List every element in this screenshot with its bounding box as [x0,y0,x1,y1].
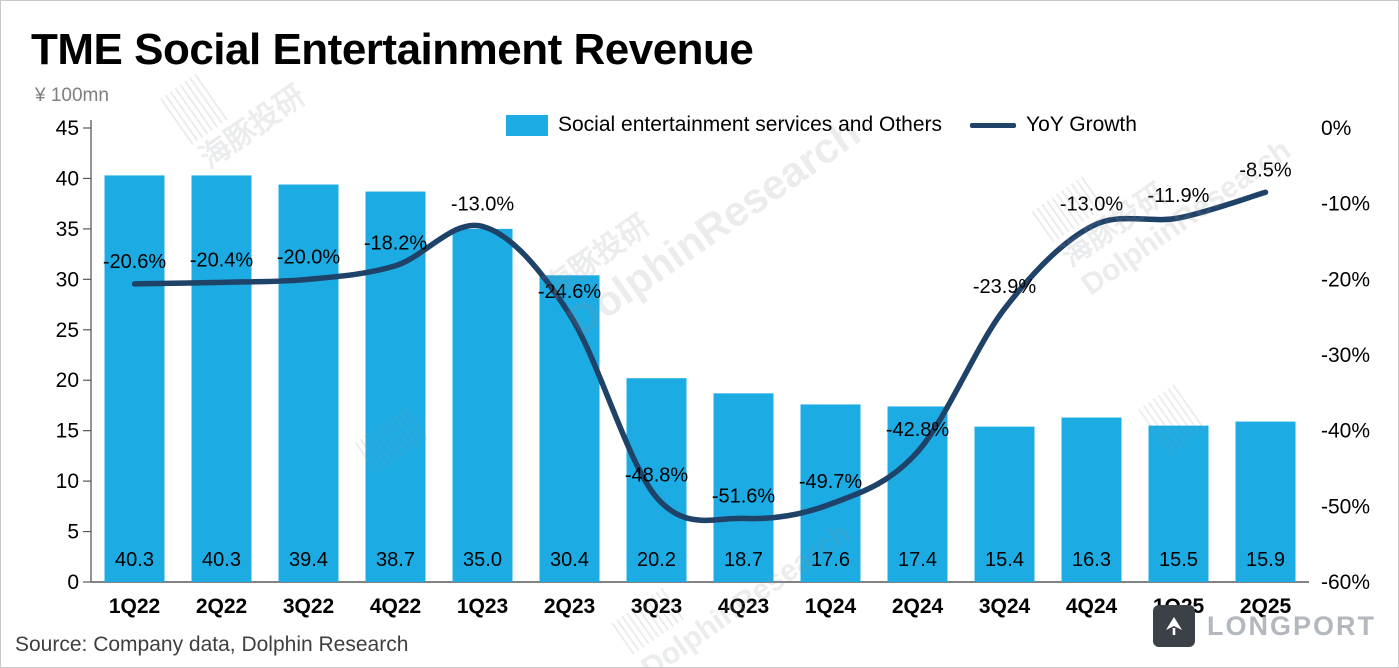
line-value-label: -51.6% [712,485,776,507]
bar [1235,421,1296,582]
x-axis-category-label: 4Q23 [718,595,769,618]
right-axis-label: -40% [1321,420,1370,443]
bar [452,228,513,582]
legend-line-swatch [970,122,1017,128]
bar [539,275,600,582]
right-axis-label: 0% [1321,117,1351,140]
left-axis-label: 45 [56,117,79,140]
legend: Social entertainment services and Others… [506,113,1137,137]
bar-value-label: 40.3 [202,549,241,571]
bar-value-label: 16.3 [1072,549,1111,571]
left-axis-label: 40 [56,167,79,190]
right-axis-label: -30% [1321,344,1370,367]
bar-value-label: 35.0 [463,549,502,571]
left-axis-label: 25 [56,319,79,342]
bar [800,404,861,582]
line-value-label: -23.9% [973,276,1037,298]
right-axis-label: -60% [1321,571,1370,594]
x-axis-category-label: 1Q22 [109,595,160,618]
x-axis-category-label: 3Q24 [979,595,1031,618]
bar-value-label: 38.7 [376,549,415,571]
bar [191,175,252,582]
bar [278,184,339,582]
bar-value-label: 17.6 [811,549,850,571]
bar-value-label: 20.2 [637,549,676,571]
line-value-label: -48.8% [625,464,689,486]
x-axis-category-label: 2Q23 [544,595,595,618]
bar [1148,425,1209,582]
line-value-label: -42.8% [886,419,950,441]
bar-value-label: 40.3 [115,549,154,571]
line-value-label: -18.2% [364,233,428,255]
left-axis-label: 0 [67,571,79,594]
bar-value-label: 15.5 [1159,549,1198,571]
yoy-growth-line [131,189,1269,524]
legend-line-label: YoY Growth [1026,113,1137,136]
x-axis-category-label: 1Q24 [805,595,857,618]
line-value-label: -20.6% [103,251,167,273]
x-axis-category-label: 2Q24 [892,595,944,618]
right-axis-label: -50% [1321,495,1370,518]
x-axis-category-label: 1Q23 [457,595,508,618]
line-value-label: -20.4% [190,249,254,271]
bar [626,378,687,582]
line-value-label: -13.0% [451,193,515,215]
bar [887,406,948,582]
x-axis-category-label: 2Q25 [1240,595,1292,618]
bar-value-label: 15.9 [1246,549,1285,571]
bar-value-label: 15.4 [985,549,1024,571]
right-axis-label: -10% [1321,193,1370,216]
line-value-label: -8.5% [1239,159,1291,181]
bar-value-label: 18.7 [724,549,763,571]
x-axis-category-label: 4Q22 [370,595,421,618]
left-axis-label: 35 [56,218,79,241]
left-axis-label: 30 [56,268,79,291]
longport-logo-text: LONGPORT [1207,610,1376,641]
left-axis-label: 15 [56,420,79,443]
x-axis-category-label: 3Q23 [631,595,682,618]
line-value-label: -20.0% [277,246,341,268]
x-axis-category-label: 3Q22 [283,595,334,618]
longport-logo: LONGPORT [1153,605,1376,647]
bar-value-label: 39.4 [289,549,328,571]
line-value-label: -11.9% [1148,185,1210,207]
x-axis-category-label: 4Q24 [1066,595,1118,618]
bar [974,426,1035,582]
legend-bar-swatch [506,114,548,136]
line-value-label: -49.7% [799,471,863,493]
left-axis-label: 5 [67,521,79,544]
chart-title: TME Social Entertainment Revenue [31,25,754,74]
bar [1061,417,1122,582]
longport-logo-icon [1153,605,1195,647]
line-value-label: -13.0% [1060,193,1124,215]
bar-value-label: 17.4 [898,549,937,571]
x-axis-category-label: 2Q22 [196,595,247,618]
line-value-label: -24.6% [538,281,602,303]
left-axis-label: 10 [56,470,79,493]
bar [104,175,165,582]
right-axis-label: -20% [1321,268,1370,291]
axis-unit-label: ¥ 100mn [35,85,109,106]
legend-bar-label: Social entertainment services and Others [558,113,943,136]
bar-value-label: 30.4 [550,549,589,571]
left-axis-label: 20 [56,369,79,392]
source-note: Source: Company data, Dolphin Research [15,633,409,656]
bar [713,393,774,582]
